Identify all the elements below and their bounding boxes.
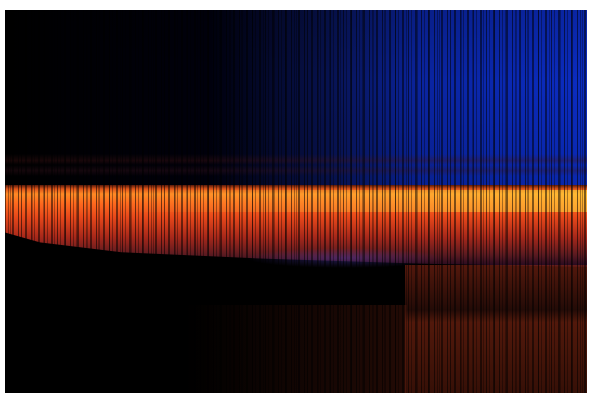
screenshot xyxy=(0,0,589,396)
abstract-image xyxy=(5,10,587,393)
vertical-streaks xyxy=(5,10,587,393)
